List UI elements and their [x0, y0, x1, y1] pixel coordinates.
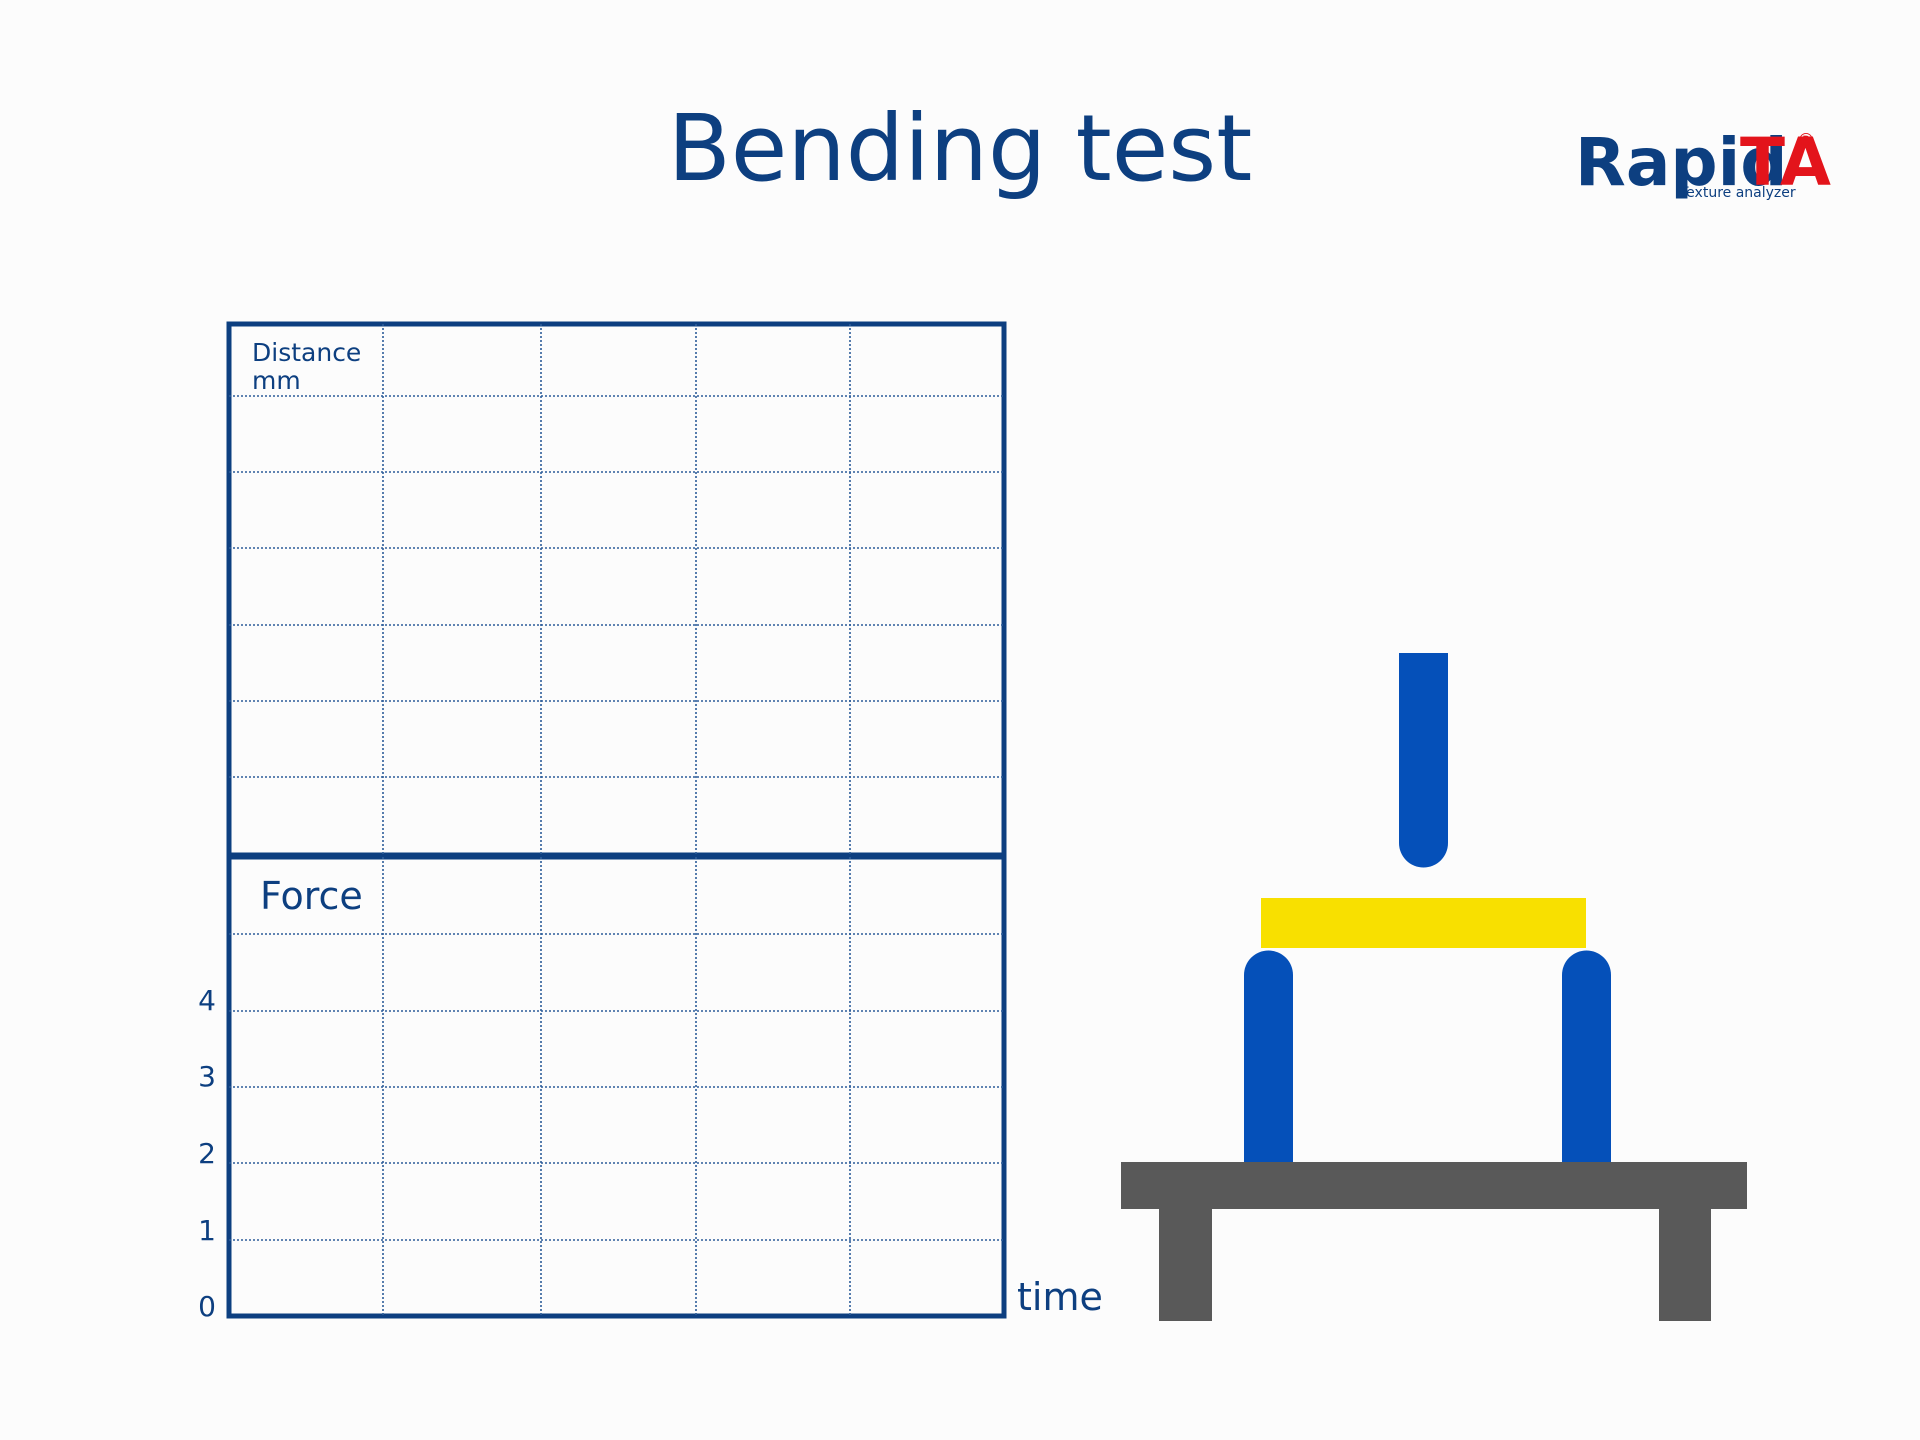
force-tick-label: 1	[198, 1214, 216, 1247]
force-panel: Force time 4 3 2 1 0	[198, 854, 1103, 1323]
logo-registered-mark: ®	[1797, 130, 1815, 151]
left-support	[1244, 950, 1293, 1162]
force-tick-label: 3	[198, 1060, 216, 1093]
right-support	[1562, 950, 1611, 1162]
force-tick-label: 4	[198, 984, 216, 1017]
force-tick-label: 0	[198, 1290, 216, 1323]
bench-leg-left	[1159, 1209, 1212, 1321]
bending-rig-illustration	[1121, 653, 1747, 1321]
rapidta-logo: Rapid TA ® Texture analyzer	[1575, 124, 1831, 201]
upper-probe	[1399, 653, 1448, 868]
logo-brand-main: Rapid	[1575, 124, 1787, 201]
force-axis-label: Force	[260, 874, 363, 918]
distance-unit-label: mm	[252, 366, 301, 395]
logo-subtitle: Texture analyzer	[1679, 185, 1796, 201]
force-tick-label: 2	[198, 1137, 216, 1170]
bench-top	[1121, 1162, 1747, 1209]
distance-panel: Distance mm	[226, 321, 1007, 858]
bench-leg-right	[1659, 1209, 1711, 1321]
distance-axis-label: Distance	[252, 338, 361, 367]
time-axis-label: time	[1017, 1275, 1103, 1319]
page-title: Bending test	[668, 95, 1253, 202]
distance-panel-frame	[226, 321, 1007, 858]
sample-bar	[1261, 898, 1586, 948]
logo-brand-accent: TA	[1740, 124, 1831, 201]
